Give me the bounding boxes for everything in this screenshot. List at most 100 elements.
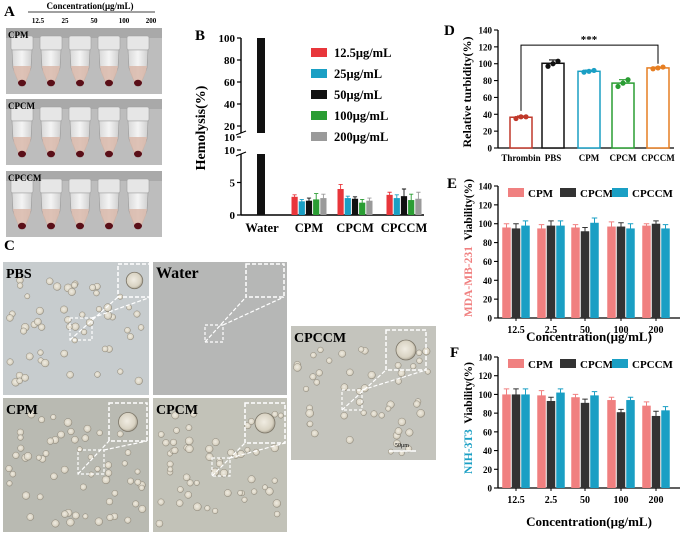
zoom-connector-lines xyxy=(69,296,152,341)
red-blood-cell xyxy=(20,327,28,335)
y-tick-label: 40 xyxy=(483,110,493,120)
bar-cpcm xyxy=(651,223,661,318)
y-tick-label: 120 xyxy=(479,200,493,210)
tube-pellet xyxy=(134,150,142,158)
red-blood-cell xyxy=(6,358,14,366)
red-blood-cell xyxy=(184,491,193,499)
legend-swatch xyxy=(311,132,327,141)
red-blood-cell xyxy=(315,369,323,377)
y-tick-label: 10 xyxy=(224,132,236,144)
zoom-source-box xyxy=(69,317,93,341)
tube-pellet xyxy=(134,79,142,87)
red-blood-cell xyxy=(117,368,124,375)
y-tick-label: 40 xyxy=(224,99,236,111)
y-tick-label: 40 xyxy=(483,276,493,286)
error-bar xyxy=(513,223,519,234)
red-blood-cell xyxy=(193,502,202,512)
microscopy-cpccm: CPCCM xyxy=(291,326,436,460)
red-blood-cell xyxy=(393,439,401,448)
red-blood-cell xyxy=(157,431,165,438)
tube-cap xyxy=(39,35,63,51)
red-blood-cell xyxy=(41,359,50,368)
red-blood-cell xyxy=(12,451,20,459)
red-blood-cell xyxy=(416,357,423,364)
zoom-source-box xyxy=(204,324,224,343)
bar-cpccm xyxy=(590,222,599,318)
data-point xyxy=(581,69,587,75)
y-tick-label: 100 xyxy=(219,33,236,45)
x-tick-label: CPM xyxy=(579,153,600,163)
legend-swatch xyxy=(311,90,327,99)
red-blood-cell xyxy=(385,405,392,412)
tube-cap xyxy=(39,178,63,194)
tube-photo-cpccm: CPCCM xyxy=(6,171,162,237)
red-blood-cell xyxy=(101,475,111,485)
y-tick-label: 100 xyxy=(479,390,493,400)
tube-cap xyxy=(68,35,92,51)
red-blood-cell xyxy=(81,434,89,442)
error-bar xyxy=(662,224,669,233)
red-blood-cell xyxy=(138,505,147,513)
red-blood-cell xyxy=(162,439,170,447)
red-blood-cell xyxy=(262,484,268,491)
red-blood-cell xyxy=(111,490,119,497)
error-bar xyxy=(513,388,519,401)
tube-cap xyxy=(126,106,150,122)
red-blood-cell xyxy=(345,436,354,444)
red-blood-cell xyxy=(71,322,80,331)
red-blood-cell xyxy=(71,281,78,289)
tube-supernatant xyxy=(100,209,118,227)
tube-supernatant xyxy=(100,137,118,155)
viability-chart-nih: 0 20 40 60 80 100 120 140 12.5 2.5 50 100 200 CPM CPCM… xyxy=(479,353,680,506)
red-blood-cell xyxy=(38,416,46,424)
data-point xyxy=(518,114,524,120)
red-blood-cell xyxy=(26,513,35,521)
y-tick-label: 120 xyxy=(479,42,493,52)
red-blood-cell xyxy=(305,409,314,418)
bar-cpcm xyxy=(616,226,626,318)
red-blood-cell xyxy=(104,461,112,469)
red-blood-cell xyxy=(251,488,258,495)
red-blood-cell xyxy=(216,460,224,468)
red-blood-cell xyxy=(38,323,46,331)
zoom-source-box xyxy=(211,457,231,477)
red-blood-cell xyxy=(397,417,406,426)
error-bar xyxy=(618,408,624,416)
x-tick-label: 50 xyxy=(580,495,590,506)
tube-supernatant xyxy=(129,209,147,227)
y-tick-label: 140 xyxy=(479,353,493,363)
tube-supernatant xyxy=(42,66,60,84)
bar-cpccm xyxy=(521,225,530,318)
x-axis-label-e: Concentration(μg/mL) xyxy=(526,329,652,344)
bar-water-upper xyxy=(257,38,265,133)
red-blood-cell xyxy=(24,293,31,300)
red-blood-cell xyxy=(271,477,278,484)
red-blood-cell xyxy=(394,362,402,369)
red-blood-cell xyxy=(17,444,25,452)
y-tick-label: 80 xyxy=(224,55,236,67)
micrograph-label: CPCCM xyxy=(294,331,346,346)
legend-label: CPM xyxy=(528,359,554,371)
bar-water-lower xyxy=(257,154,265,215)
y-tick-label: 80 xyxy=(483,409,493,419)
error-bar xyxy=(608,396,615,403)
x-tick-label: 12.5 xyxy=(507,495,525,506)
red-blood-cell xyxy=(80,328,88,336)
error-bar xyxy=(662,406,669,415)
bar-cpcm xyxy=(580,231,590,318)
x-tick-label: 2.5 xyxy=(545,325,558,336)
legend-label: 200μg/mL xyxy=(334,130,388,144)
red-blood-cell xyxy=(106,498,114,506)
red-blood-cell xyxy=(306,420,314,428)
red-blood-cell xyxy=(51,519,60,528)
concentration-label: 12.5 xyxy=(32,17,45,25)
red-blood-cell xyxy=(61,510,69,518)
zoom-inset-box xyxy=(244,402,286,444)
bar-cpccm xyxy=(661,228,670,318)
tube-supernatant xyxy=(13,137,31,155)
bar-cpcm xyxy=(511,228,521,318)
bar-cpm xyxy=(298,201,305,215)
tube-cap xyxy=(126,35,150,51)
